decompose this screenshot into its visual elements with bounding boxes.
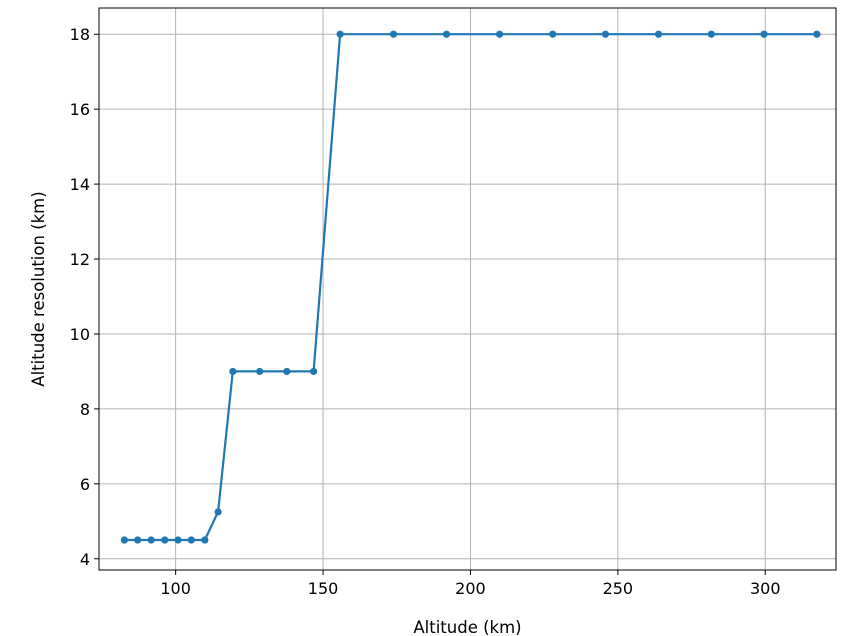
series-line	[124, 33, 817, 542]
series-layer	[120, 30, 821, 544]
data-point	[147, 536, 155, 544]
y-tick-label: 8	[80, 400, 90, 419]
y-tick-label: 4	[80, 550, 90, 569]
data-point	[707, 30, 715, 38]
data-point	[442, 30, 451, 38]
data-point	[283, 367, 291, 376]
x-axis-label: Altitude (km)	[413, 618, 521, 636]
data-point	[336, 30, 344, 38]
data-point	[214, 508, 222, 516]
data-point	[310, 367, 318, 376]
y-tick-label: 16	[70, 100, 90, 119]
ticks: 100 150 200 250 300 4 6 8 10 12 14 16 18	[70, 25, 781, 598]
data-point	[813, 30, 821, 38]
x-tick-label: 150	[308, 579, 339, 598]
y-axis-label: Altitude resolution (km)	[29, 191, 48, 386]
data-point	[496, 30, 504, 38]
y-tick-label: 14	[70, 175, 90, 194]
data-point	[256, 367, 264, 376]
data-point	[201, 536, 209, 544]
y-tick-label: 18	[70, 25, 90, 44]
y-tick-label: 12	[70, 250, 90, 269]
grid	[99, 8, 836, 570]
data-point	[760, 30, 768, 38]
data-point	[120, 536, 128, 544]
data-point	[389, 30, 398, 38]
data-point	[161, 536, 169, 544]
x-tick-label: 100	[160, 579, 191, 598]
data-point	[654, 30, 663, 38]
y-tick-label: 10	[70, 325, 90, 344]
x-tick-label: 300	[750, 579, 781, 598]
axes-frame	[98, 7, 837, 571]
x-tick-label: 200	[455, 579, 486, 598]
data-point	[134, 536, 142, 544]
data-point	[549, 30, 557, 38]
data-point	[187, 536, 195, 544]
x-tick-label: 250	[603, 579, 634, 598]
data-point	[601, 30, 610, 38]
data-point	[229, 367, 237, 376]
y-tick-label: 6	[80, 475, 90, 494]
data-point	[174, 536, 182, 544]
